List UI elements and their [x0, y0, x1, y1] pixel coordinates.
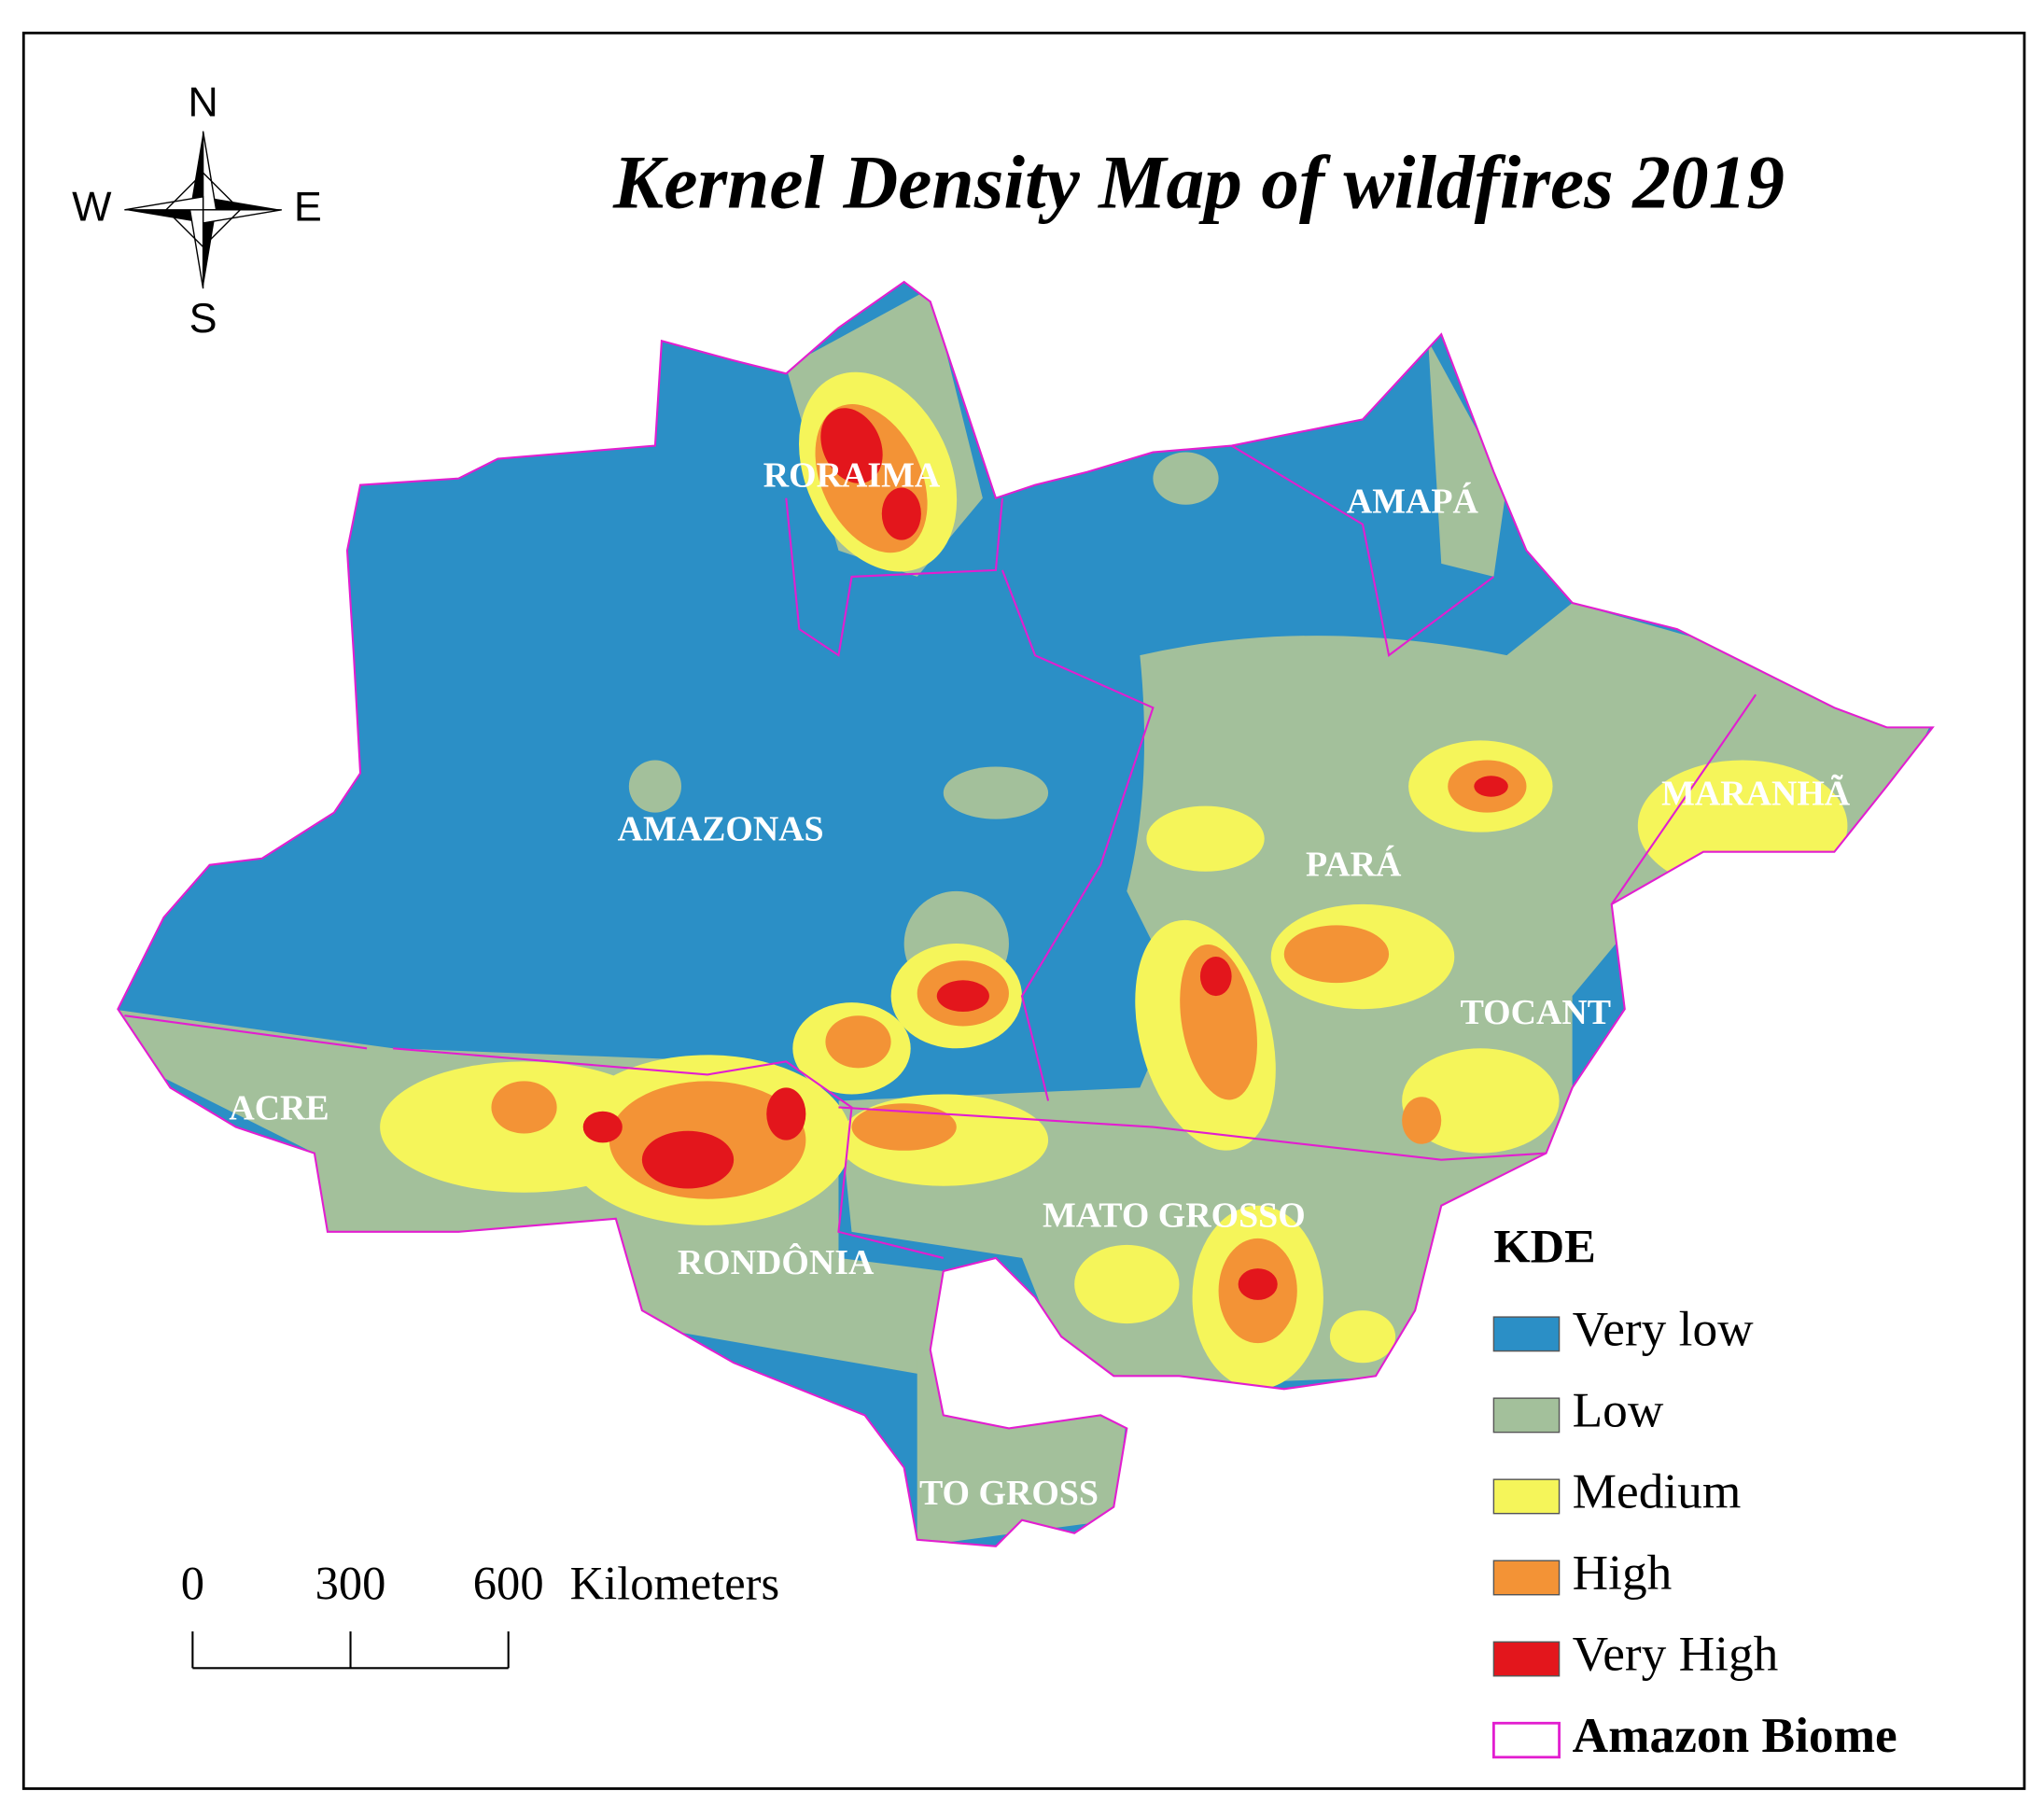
region-label: TOCANT	[1461, 993, 1611, 1032]
legend-label: Low	[1573, 1382, 1664, 1438]
compass-south: S	[189, 294, 217, 342]
compass-east: E	[294, 183, 322, 231]
state-borders	[117, 281, 1934, 1547]
legend-swatch	[1492, 1478, 1561, 1515]
legend-swatch	[1492, 1560, 1561, 1596]
scale-unit: Kilometers	[570, 1557, 779, 1609]
region-labels: RORAIMA AMAPÁ AMAZONAS PARÁ MARANHÃ TOCA…	[229, 455, 1850, 1513]
legend-label: Very low	[1573, 1301, 1755, 1357]
map-title: Kernel Density Map of wildfires 2019	[612, 139, 1785, 224]
region-label: MARANHÃ	[1661, 774, 1851, 813]
legend-title: KDE	[1493, 1220, 1595, 1272]
scale-tick-label: 600	[473, 1557, 544, 1609]
scale-tick-label: 0	[181, 1557, 204, 1609]
region-label: RORAIMA	[763, 455, 941, 495]
legend-swatch	[1492, 1397, 1561, 1434]
region-label: RONDÔNIA	[678, 1242, 875, 1282]
legend: KDE Very low Low Medium High Very High Amazon…	[1491, 1220, 1897, 1763]
compass-west: W	[72, 183, 112, 231]
scale-tick-label: 300	[315, 1557, 386, 1609]
legend-label: Medium	[1573, 1463, 1742, 1519]
region-label: ACRE	[229, 1088, 329, 1127]
very-high-zones	[582, 408, 1508, 1300]
compass: N S W E	[72, 77, 322, 342]
legend-swatch	[1492, 1641, 1561, 1677]
legend-label: High	[1573, 1545, 1673, 1601]
compass-north: N	[188, 77, 217, 125]
legend-swatch	[1491, 1721, 1561, 1759]
legend-swatch	[1492, 1316, 1561, 1352]
legend-label: Very High	[1573, 1626, 1779, 1682]
scale-bar: Kilometers 0 300 600	[181, 1557, 779, 1670]
region-label: MATO GROSSO	[1043, 1196, 1306, 1236]
region-label: PARÁ	[1306, 845, 1402, 884]
region-label: AMAZONAS	[618, 809, 824, 848]
region-label: TO GROSS	[919, 1474, 1099, 1513]
region-label: AMAPÁ	[1347, 482, 1479, 521]
legend-label: Amazon Biome	[1573, 1707, 1897, 1763]
